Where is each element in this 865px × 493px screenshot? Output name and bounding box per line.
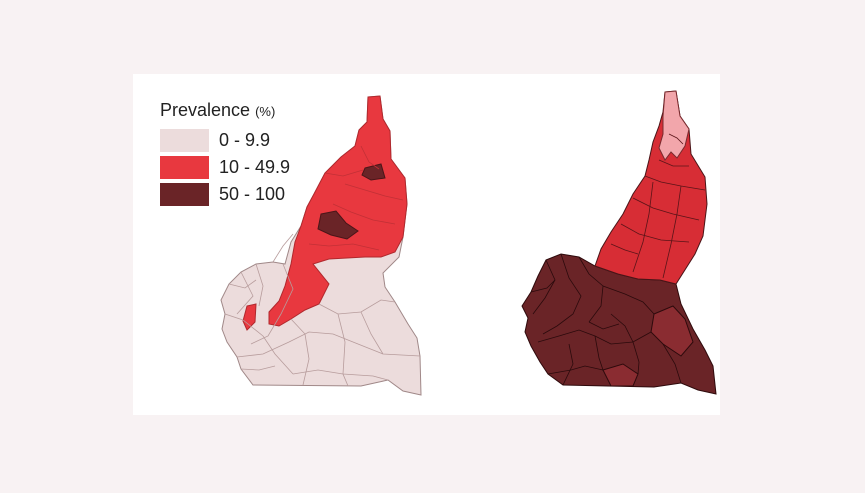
right-map-north-borders [610,133,706,279]
legend-item-low: 0 - 9.9 [160,127,290,154]
legend-label-high: 50 - 100 [219,184,286,204]
legend-swatch-medium [160,156,209,179]
left-map-high-patch-central [317,210,359,240]
right-map-medium-dark-region [650,305,694,357]
legend-label-low: 0 - 9.9 [219,130,271,150]
left-map-north-borders [308,145,404,251]
legend-label-medium: 10 - 49.9 [219,157,291,177]
legend-title-text: Prevalence [160,100,251,120]
figure-panel: Prevalence (%) 0 - 9.9 10 - 49.9 50 - 10… [133,74,720,415]
legend-swatch-high [160,183,209,206]
legend: Prevalence (%) 0 - 9.9 10 - 49.9 50 - 10… [160,100,290,208]
left-map-medium-region [268,95,408,327]
prevalence-maps [220,90,717,396]
right-map-medium-dark-region-south [602,363,639,387]
legend-item-medium: 10 - 49.9 [160,154,290,181]
left-map-high-patch-north [361,163,386,181]
right-map [521,90,717,395]
legend-swatch-low [160,129,209,152]
legend-item-high: 50 - 100 [160,181,290,208]
left-map-district-borders [224,233,421,387]
left-map [220,95,422,396]
legend-title-unit: (%) [255,104,276,119]
legend-title: Prevalence (%) [160,100,290,121]
right-map-district-borders [530,253,682,386]
